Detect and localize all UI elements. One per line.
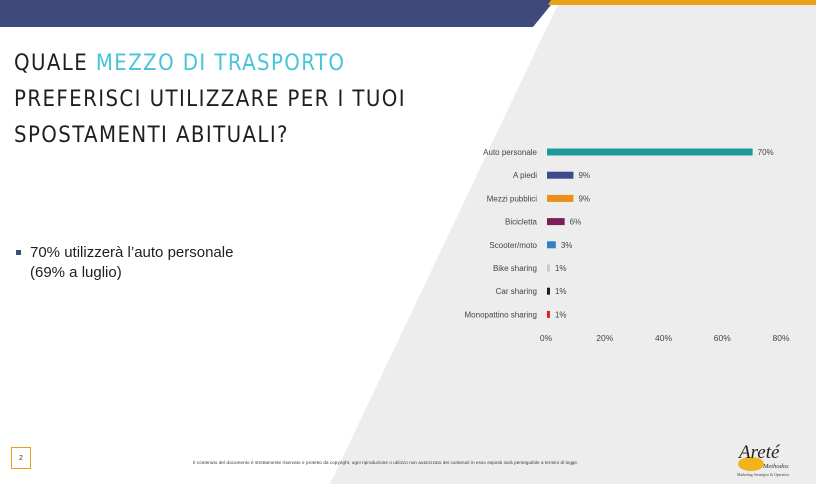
value-label: 70% bbox=[758, 148, 774, 157]
bar bbox=[547, 218, 565, 226]
bar bbox=[547, 194, 574, 202]
category-label: Bicicletta bbox=[505, 218, 538, 227]
bullet-line-2: (69% a luglio) bbox=[30, 264, 122, 281]
value-label: 1% bbox=[555, 264, 567, 273]
title-text-after: PREFERISCI UTILIZZARE PER I TUOI SPOSTAM… bbox=[14, 87, 406, 148]
value-label: 9% bbox=[578, 171, 590, 180]
category-label: A piedi bbox=[513, 171, 537, 180]
title-text-before: QUALE bbox=[14, 51, 96, 76]
logo-tagline: Marketing Strategico & Operativo bbox=[737, 473, 789, 477]
category-label: Scooter/moto bbox=[489, 241, 537, 250]
x-tick-label: 60% bbox=[714, 333, 731, 343]
category-label: Auto personale bbox=[483, 148, 537, 157]
arete-logo: Areté Methodos Marketing Strategico & Op… bbox=[737, 442, 789, 477]
bar bbox=[547, 148, 753, 156]
x-tick-label: 80% bbox=[772, 333, 789, 343]
value-label: 9% bbox=[578, 194, 590, 203]
title-highlight: MEZZO DI TRASPORTO bbox=[95, 51, 346, 76]
value-label: 3% bbox=[561, 241, 573, 250]
bar bbox=[547, 171, 574, 179]
page-title: QUALE MEZZO DI TRASPORTO PREFERISCI UTIL… bbox=[14, 46, 454, 154]
x-tick-label: 40% bbox=[655, 333, 672, 343]
bar bbox=[547, 241, 556, 249]
bullet-line-1: 70% utilizzerà l’auto personale bbox=[30, 244, 234, 261]
background-gray-panel bbox=[330, 0, 816, 484]
logo-wordmark: Areté bbox=[737, 442, 781, 463]
x-tick-label: 0% bbox=[540, 333, 553, 343]
copyright-disclaimer: Il contenuto del documento è strettament… bbox=[193, 460, 579, 465]
page-number: 2 bbox=[11, 447, 31, 469]
category-label: Monopattino sharing bbox=[465, 310, 538, 319]
header-navy-band bbox=[0, 0, 555, 27]
category-label: Mezzi pubblici bbox=[487, 194, 537, 203]
category-label: Bike sharing bbox=[493, 264, 537, 273]
x-tick-label: 20% bbox=[596, 333, 613, 343]
header-orange-stripe bbox=[548, 0, 816, 5]
bar bbox=[547, 287, 550, 295]
category-label: Car sharing bbox=[496, 287, 537, 296]
bar bbox=[547, 310, 550, 318]
value-label: 1% bbox=[555, 287, 567, 296]
bullet-marker-icon bbox=[16, 250, 21, 255]
bar bbox=[547, 264, 550, 272]
logo-swoosh-icon bbox=[738, 457, 764, 471]
logo-subword: Methodos bbox=[762, 463, 789, 470]
value-label: 6% bbox=[570, 218, 582, 227]
value-label: 1% bbox=[555, 310, 567, 319]
key-finding-bullet: 70% utilizzerà l’auto personale (69% a l… bbox=[16, 243, 316, 283]
